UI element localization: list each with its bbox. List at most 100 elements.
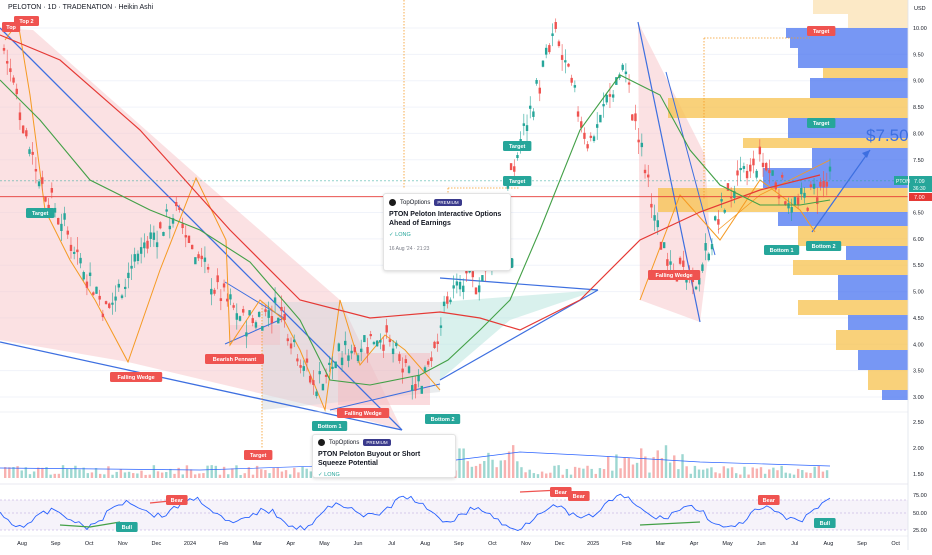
price-axis-tick: 4.00 [913,342,924,348]
candle-body [340,357,344,366]
volume-bar [247,467,251,478]
candle-body [752,158,755,166]
candle-body [31,151,34,155]
volume-bar [648,472,651,478]
label-bearish-pennant [205,354,264,364]
volume-bar [193,474,197,478]
candle-body [768,170,771,174]
volume-bar [181,474,184,478]
volume-bar [98,473,102,478]
candle-body [439,325,443,328]
candle-body [481,275,484,282]
label-bottom-1 [312,421,348,431]
volume-profile-bar [882,390,908,400]
volume-profile-bar [836,330,908,350]
candle-body [580,121,583,128]
candle-body [216,275,219,283]
candle-body [446,296,449,304]
price-axis-tick: 8.50 [913,105,924,111]
candle-body [800,188,803,195]
candle-body [152,232,156,240]
candle-body [436,341,439,345]
idea-card-1[interactable]: TopOptions PREMIUM PTON Peloton Interact… [383,193,511,271]
candle-body [819,181,822,187]
pattern-zigzag [4,20,441,412]
candle-body [576,111,580,117]
time-axis-label: Oct [488,541,497,547]
label-bottom-1-text: Bottom 1 [770,248,794,254]
volume-bar [115,471,118,478]
volume-bar [545,473,548,478]
pattern-zigzag [639,179,816,301]
volume-bar [776,470,779,478]
volume-bar [755,468,759,478]
candle-body [95,286,98,294]
projection-arrow [862,150,870,158]
volume-bar [627,457,631,478]
time-axis-label: Mar [252,541,262,547]
candle-body [647,174,650,178]
volume-bar [214,465,218,478]
label-bottom-2 [425,414,461,424]
candle-body [442,301,446,307]
candle-body [567,63,570,67]
price-axis-tick: 5.50 [913,263,924,269]
candle-body [471,271,475,278]
candle-body [111,302,114,305]
time-axis-label: Nov [521,541,531,547]
volume-bar [140,470,143,478]
volume-bar [652,457,655,478]
candle-body [44,196,47,202]
volume-bar [710,467,713,478]
candle-body [162,231,165,236]
candle-body [130,265,133,269]
candle-body [586,144,589,149]
idea-card-2[interactable]: TopOptions PREMIUM PTON Peloton Buyout o… [312,434,456,478]
candle-body [308,375,312,383]
candle-body [123,286,127,290]
candle-body [704,243,707,251]
candle-body [69,244,73,251]
candle-body [190,244,194,250]
moving-average-green [0,74,831,386]
candle-body [79,257,82,264]
volume-bar [268,473,271,478]
volume-bar [483,461,486,478]
candle-body [385,325,388,333]
label-bear-text: Bear [555,490,568,496]
candle-body [277,317,280,324]
volume-profile-bar [812,148,908,168]
candle-body [749,164,752,172]
volume-bar [722,466,726,478]
volume-bar [507,451,511,478]
candle-body [411,385,414,391]
volume-bar [297,472,300,478]
price-axis-tick: 7.50 [913,158,924,164]
candle-body [573,85,577,88]
time-axis-label: Nov [118,541,128,547]
candle-body [803,192,806,198]
candle-body [85,281,89,288]
volume-bar [681,454,684,478]
pattern-line [717,159,831,231]
candle-body [302,366,305,371]
volume-bar [673,455,676,478]
candle-body [60,223,63,232]
time-axis-label: Sep [857,541,867,547]
volume-bar [148,474,151,478]
volume-bar [553,465,556,478]
candle-body [232,305,235,308]
volume-profile-bar [658,188,908,212]
volume-bar [796,468,800,478]
label-target [807,118,836,128]
label-target-text: Target [813,121,830,127]
volume-bar [495,467,498,478]
candle-body [25,130,28,137]
volume-profile-bar [778,212,908,226]
candle-body [395,342,398,347]
volume-bar [305,468,308,478]
volume-bar [751,467,754,478]
time-axis-label: May [319,541,330,547]
candle-body [267,310,270,318]
